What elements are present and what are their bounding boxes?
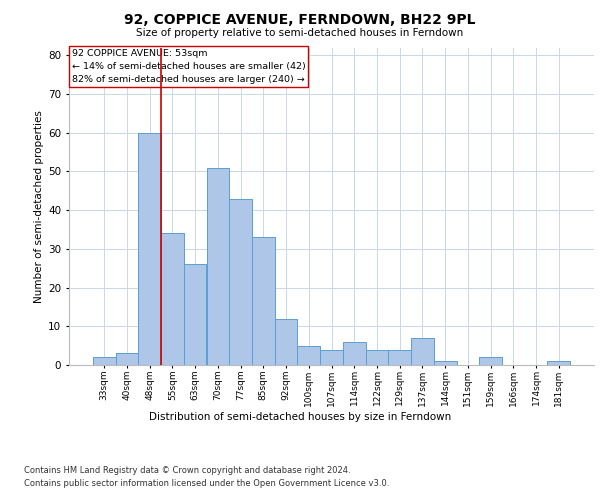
Text: 92 COPPICE AVENUE: 53sqm
← 14% of semi-detached houses are smaller (42)
82% of s: 92 COPPICE AVENUE: 53sqm ← 14% of semi-d… — [71, 49, 305, 84]
Text: 92, COPPICE AVENUE, FERNDOWN, BH22 9PL: 92, COPPICE AVENUE, FERNDOWN, BH22 9PL — [124, 12, 476, 26]
Bar — [411, 338, 434, 365]
Text: Contains HM Land Registry data © Crown copyright and database right 2024.: Contains HM Land Registry data © Crown c… — [24, 466, 350, 475]
Bar — [229, 198, 252, 365]
Bar — [93, 358, 116, 365]
Bar — [434, 361, 457, 365]
Bar — [365, 350, 388, 365]
Bar — [206, 168, 229, 365]
Bar — [320, 350, 343, 365]
Text: Size of property relative to semi-detached houses in Ferndown: Size of property relative to semi-detach… — [136, 28, 464, 38]
Bar — [252, 237, 275, 365]
Text: Distribution of semi-detached houses by size in Ferndown: Distribution of semi-detached houses by … — [149, 412, 451, 422]
Bar — [547, 361, 570, 365]
Bar — [139, 132, 161, 365]
Bar — [479, 358, 502, 365]
Bar — [388, 350, 411, 365]
Bar — [275, 318, 298, 365]
Y-axis label: Number of semi-detached properties: Number of semi-detached properties — [34, 110, 44, 302]
Bar — [184, 264, 206, 365]
Bar — [298, 346, 320, 365]
Bar — [343, 342, 365, 365]
Text: Contains public sector information licensed under the Open Government Licence v3: Contains public sector information licen… — [24, 479, 389, 488]
Bar — [161, 234, 184, 365]
Bar — [116, 354, 139, 365]
